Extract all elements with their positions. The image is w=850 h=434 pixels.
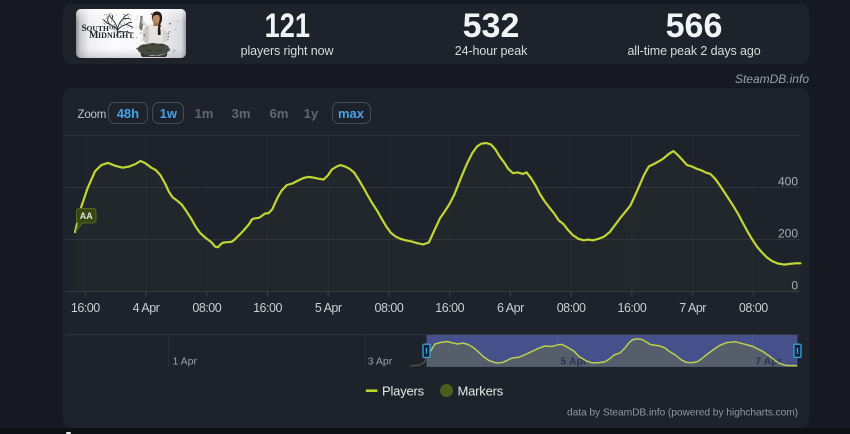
svg-text:0: 0: [791, 279, 798, 293]
svg-text:4 Apr: 4 Apr: [133, 301, 160, 315]
svg-text:3 Apr: 3 Apr: [368, 355, 393, 367]
svg-text:400: 400: [778, 175, 798, 189]
svg-text:Markers: Markers: [458, 383, 504, 398]
svg-text:7 Apr: 7 Apr: [679, 301, 706, 315]
svg-text:1 Apr: 1 Apr: [173, 355, 198, 367]
svg-text:data by SteamDB.info (powered: data by SteamDB.info (powered by highcha…: [567, 408, 798, 419]
svg-text:16:00: 16:00: [71, 301, 100, 315]
svg-text:08:00: 08:00: [557, 301, 586, 315]
svg-text:5 Apr: 5 Apr: [561, 355, 587, 367]
svg-text:6 Apr: 6 Apr: [497, 301, 524, 315]
svg-text:AA: AA: [80, 211, 93, 221]
svg-text:16:00: 16:00: [618, 301, 647, 315]
svg-text:08:00: 08:00: [739, 301, 768, 315]
svg-text:200: 200: [778, 227, 798, 241]
svg-text:MIDNIGHT: MIDNIGHT: [89, 30, 134, 41]
svg-text:SOUTHOF: SOUTHOF: [82, 24, 117, 34]
svg-text:08:00: 08:00: [375, 301, 404, 315]
svg-text:16:00: 16:00: [435, 301, 464, 315]
svg-text:08:00: 08:00: [192, 301, 221, 315]
svg-text:Players: Players: [382, 383, 425, 398]
svg-text:7 Apr: 7 Apr: [755, 355, 781, 367]
svg-text:16:00: 16:00: [253, 301, 282, 315]
svg-text:5 Apr: 5 Apr: [315, 301, 342, 315]
